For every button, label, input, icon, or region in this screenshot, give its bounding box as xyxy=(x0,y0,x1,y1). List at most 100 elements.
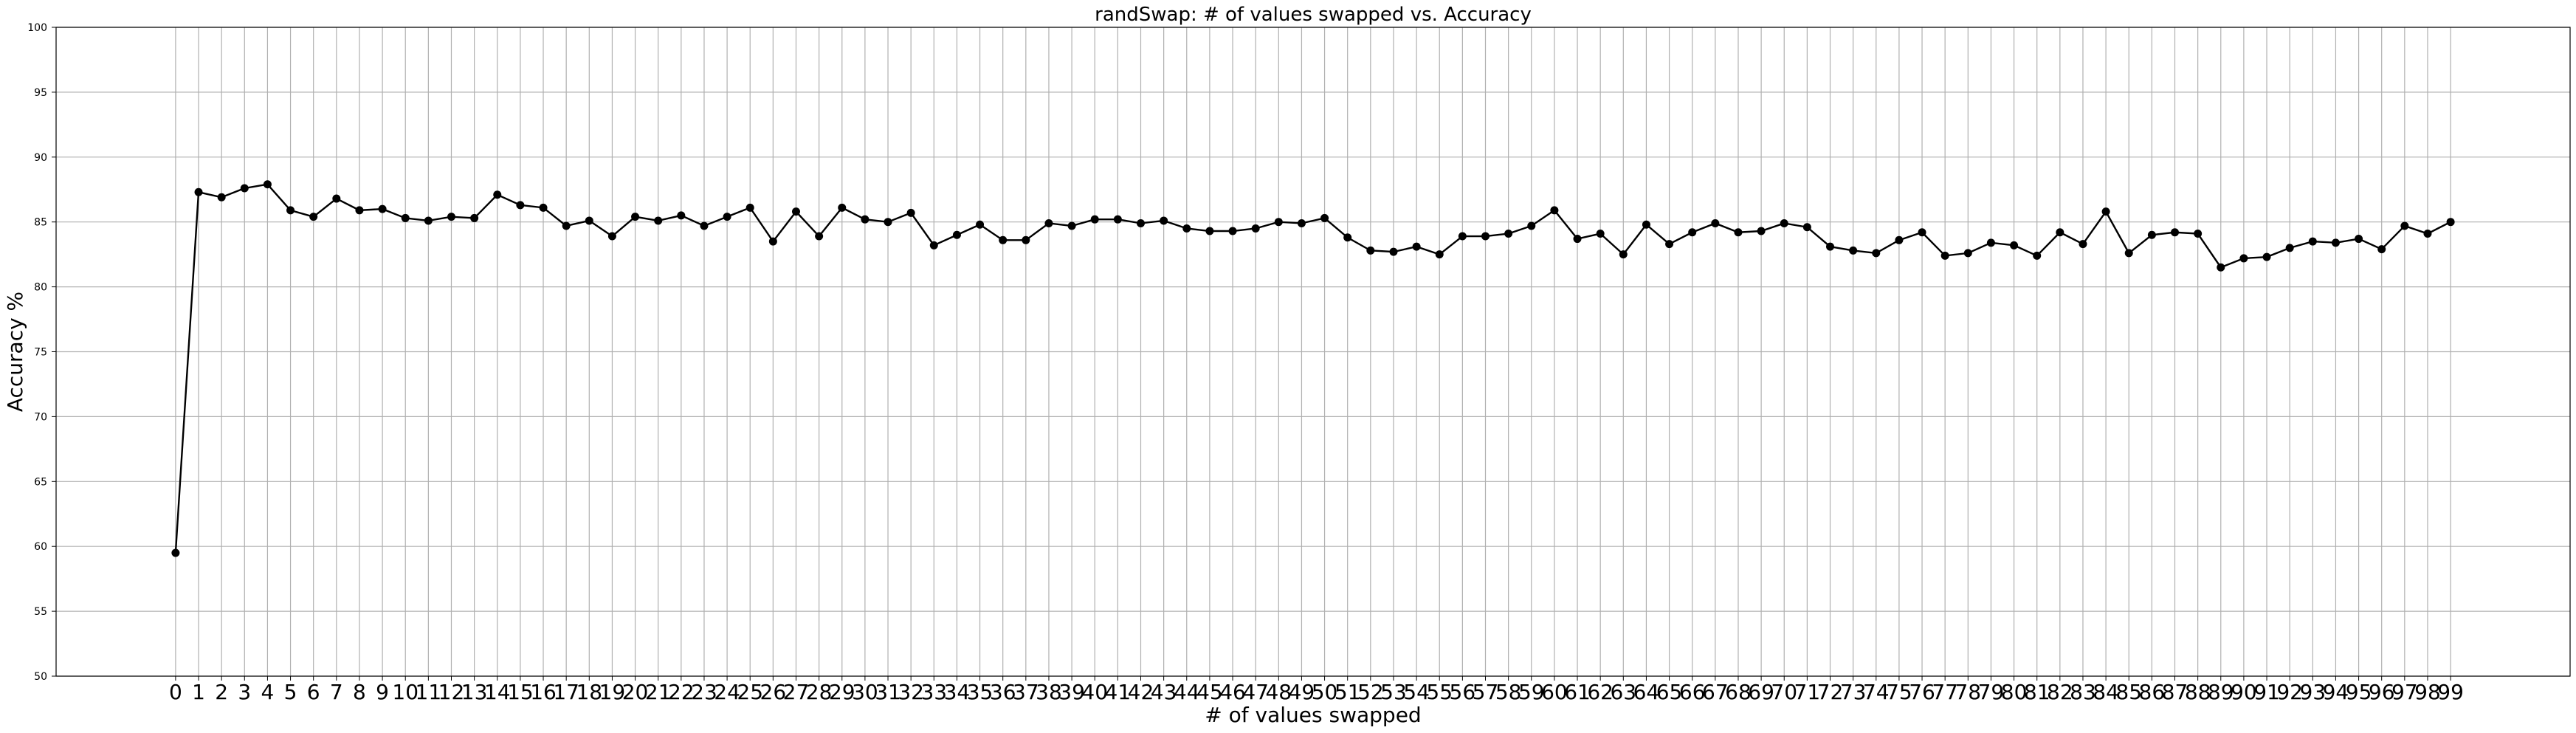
x-tick-label: 86 xyxy=(2139,680,2166,704)
x-tick-label: 93 xyxy=(2299,680,2326,704)
x-tick-label: 19 xyxy=(599,680,626,704)
x-tick-label: 24 xyxy=(714,680,740,704)
x-tick-label: 29 xyxy=(829,680,855,704)
data-point xyxy=(2079,240,2087,249)
x-tick-label: 67 xyxy=(1702,680,1729,704)
data-point xyxy=(2446,218,2455,227)
data-point xyxy=(1872,249,1881,258)
x-tick-label: 98 xyxy=(2414,680,2441,704)
data-point xyxy=(1918,228,1926,237)
x-tick-label: 38 xyxy=(1036,680,1062,704)
data-point xyxy=(470,213,479,222)
data-point xyxy=(1596,230,1605,238)
y-tick-label: 75 xyxy=(34,347,47,359)
x-tick-label: 77 xyxy=(1932,680,1958,704)
data-point xyxy=(2308,237,2317,246)
x-tick-label: 11 xyxy=(416,680,442,704)
y-tick-label: 60 xyxy=(34,541,47,553)
x-tick-label: 45 xyxy=(1196,680,1223,704)
data-point xyxy=(1044,218,1053,227)
data-point xyxy=(263,180,272,189)
x-tick-label: 9 xyxy=(376,680,389,704)
data-point xyxy=(2101,207,2110,216)
x-tick-label: 78 xyxy=(1955,680,1981,704)
x-tick-label: 16 xyxy=(530,680,557,704)
data-point xyxy=(401,213,410,222)
data-point xyxy=(378,204,387,213)
data-point xyxy=(1504,230,1513,238)
data-point xyxy=(539,203,548,212)
x-axis-label: # of values swapped xyxy=(1205,703,1421,727)
series-markers xyxy=(171,180,2455,557)
data-point xyxy=(1435,250,1444,259)
chart-title: randSwap: # of values swapped vs. Accura… xyxy=(1095,4,1532,26)
data-point xyxy=(1090,215,1099,224)
x-tick-label: 51 xyxy=(1335,680,1361,704)
data-point xyxy=(2010,241,2019,250)
data-point xyxy=(1389,247,1398,256)
data-point xyxy=(2171,228,2180,237)
x-tick-label: 52 xyxy=(1357,680,1384,704)
data-point xyxy=(952,230,961,239)
data-point xyxy=(194,187,203,196)
data-point xyxy=(2124,249,2133,258)
data-point xyxy=(999,235,1008,244)
data-point xyxy=(1251,224,1260,233)
x-tick-label: 54 xyxy=(1403,680,1430,704)
data-point xyxy=(1320,213,1329,222)
x-tick-label: 57 xyxy=(1473,680,1499,704)
x-tick-label: 6 xyxy=(307,680,320,704)
x-tick-label: 68 xyxy=(1725,680,1752,704)
data-point xyxy=(1780,218,1788,227)
data-point xyxy=(2239,254,2248,263)
x-tick-label: 8 xyxy=(353,680,366,704)
x-tick-label: 81 xyxy=(2024,680,2050,704)
x-tick-label: 30 xyxy=(852,680,878,704)
data-point xyxy=(1412,242,1421,251)
x-tick-label: 82 xyxy=(2047,680,2073,704)
data-point xyxy=(355,206,364,215)
data-point xyxy=(2377,245,2386,254)
data-point xyxy=(1665,240,1674,249)
data-point xyxy=(677,211,686,220)
data-point xyxy=(1550,206,1559,215)
x-tick-label: 75 xyxy=(1886,680,1912,704)
y-tick-label: 80 xyxy=(34,282,47,294)
x-tick-labels: 0 1 2 3 4 5 6 7 8 9 101112131415161718192021222324… xyxy=(169,676,2464,704)
x-tick-label: 80 xyxy=(2001,680,2028,704)
data-point xyxy=(791,207,800,216)
series-line-layer xyxy=(174,183,2451,554)
data-point xyxy=(1481,232,1490,241)
x-tick-label: 73 xyxy=(1840,680,1867,704)
y-tick-label: 100 xyxy=(27,22,47,34)
x-tick-label: 70 xyxy=(1771,680,1797,704)
y-tick-labels: 50 55 60 65 70 75 80 85 90 95 100 xyxy=(27,22,56,683)
data-point xyxy=(424,216,433,225)
data-point xyxy=(332,194,341,203)
data-point xyxy=(1067,221,1076,230)
x-tick-label: 28 xyxy=(806,680,833,704)
data-point xyxy=(1849,246,1858,255)
x-tick-label: 14 xyxy=(484,680,511,704)
data-point xyxy=(1022,235,1030,244)
x-tick-label: 23 xyxy=(691,680,717,704)
x-tick-label: 76 xyxy=(1909,680,1935,704)
x-tick-label: 72 xyxy=(1817,680,1844,704)
data-point xyxy=(562,221,571,230)
data-point xyxy=(2217,263,2225,272)
x-tick-label: 32 xyxy=(898,680,924,704)
data-point xyxy=(1826,242,1835,251)
x-tick-label: 1 xyxy=(192,680,205,704)
x-tick-label: 20 xyxy=(622,680,649,704)
data-point xyxy=(1160,216,1168,225)
x-tick-label: 87 xyxy=(2162,680,2188,704)
x-tick-label: 69 xyxy=(1748,680,1774,704)
x-tick-label: 33 xyxy=(920,680,947,704)
y-tick-label: 70 xyxy=(34,411,47,423)
data-point xyxy=(838,203,847,212)
y-tick-label: 65 xyxy=(34,476,47,488)
y-tick-label: 90 xyxy=(34,152,47,164)
x-tick-label: 59 xyxy=(1518,680,1545,704)
